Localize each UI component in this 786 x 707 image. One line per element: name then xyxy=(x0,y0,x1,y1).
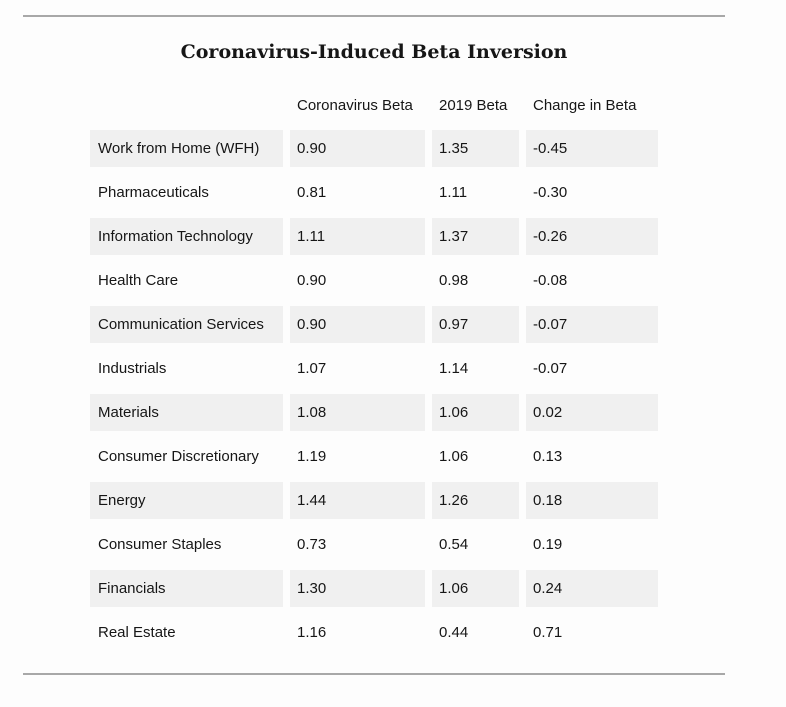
coronavirus-beta-value: 0.73 xyxy=(297,536,327,553)
change-in-beta-value: 0.18 xyxy=(526,482,658,519)
table-row: Information Technology 1.11 1.37 -0.26 xyxy=(90,218,658,255)
change-in-beta-value: -0.08 xyxy=(533,272,568,289)
table-row: Consumer Staples 0.73 0.54 0.19 xyxy=(90,526,658,563)
top-divider xyxy=(23,15,725,17)
beta-2019-value: 1.06 xyxy=(432,394,519,431)
column-header-coronavirus-beta: Coronavirus Beta xyxy=(297,96,413,114)
sector-label: Financials xyxy=(90,570,283,607)
coronavirus-beta-value: 1.44 xyxy=(290,482,425,519)
beta-2019-value: 1.06 xyxy=(432,570,519,607)
table-row: Financials 1.30 1.06 0.24 xyxy=(90,570,658,607)
beta-2019-value: 1.06 xyxy=(439,448,469,465)
beta-2019-value: 0.97 xyxy=(432,306,519,343)
coronavirus-beta-value: 0.90 xyxy=(297,272,327,289)
coronavirus-beta-value: 1.11 xyxy=(290,218,425,255)
sector-label: Materials xyxy=(90,394,283,431)
sector-label: Work from Home (WFH) xyxy=(90,130,283,167)
page-container: Coronavirus-Induced Beta Inversion Coron… xyxy=(23,15,725,675)
column-header-sector xyxy=(90,87,283,123)
beta-2019-value: 1.37 xyxy=(432,218,519,255)
change-in-beta-value: -0.30 xyxy=(533,184,568,201)
change-in-beta-value: 0.19 xyxy=(533,536,563,553)
beta-2019-value: 0.44 xyxy=(439,624,469,641)
table-row: Health Care 0.90 0.98 -0.08 xyxy=(90,262,658,299)
coronavirus-beta-value: 1.07 xyxy=(297,360,327,377)
coronavirus-beta-value: 1.16 xyxy=(297,624,327,641)
sector-label: Real Estate xyxy=(98,624,176,641)
beta-2019-value: 1.26 xyxy=(432,482,519,519)
sector-label: Industrials xyxy=(98,360,167,377)
change-in-beta-value: 0.24 xyxy=(526,570,658,607)
table-row: Consumer Discretionary 1.19 1.06 0.13 xyxy=(90,438,658,475)
coronavirus-beta-value: 1.30 xyxy=(290,570,425,607)
coronavirus-beta-value: 1.19 xyxy=(297,448,327,465)
table-row: Work from Home (WFH) 0.90 1.35 -0.45 xyxy=(90,130,658,167)
beta-table: Coronavirus Beta 2019 Beta Change in Bet… xyxy=(83,80,665,658)
sector-label: Consumer Discretionary xyxy=(98,448,259,465)
column-header-2019-beta: 2019 Beta xyxy=(439,96,508,114)
table-row: Pharmaceuticals 0.81 1.11 -0.30 xyxy=(90,174,658,211)
change-in-beta-value: 0.02 xyxy=(526,394,658,431)
coronavirus-beta-value: 0.81 xyxy=(297,184,327,201)
column-header-change-in-beta: Change in Beta xyxy=(533,96,637,114)
sector-label: Energy xyxy=(90,482,283,519)
coronavirus-beta-value: 0.90 xyxy=(290,306,425,343)
page-title: Coronavirus-Induced Beta Inversion xyxy=(180,41,568,63)
beta-2019-value: 0.54 xyxy=(439,536,469,553)
beta-2019-value: 0.98 xyxy=(439,272,469,289)
table-row: Industrials 1.07 1.14 -0.07 xyxy=(90,350,658,387)
beta-2019-value: 1.35 xyxy=(432,130,519,167)
table-row: Energy 1.44 1.26 0.18 xyxy=(90,482,658,519)
sector-label: Consumer Staples xyxy=(98,536,222,553)
table-header-row: Coronavirus Beta 2019 Beta Change in Bet… xyxy=(90,87,658,123)
beta-2019-value: 1.14 xyxy=(439,360,469,377)
change-in-beta-value: -0.07 xyxy=(533,360,568,377)
bottom-divider xyxy=(23,673,725,675)
coronavirus-beta-value: 1.08 xyxy=(290,394,425,431)
table-row: Real Estate 1.16 0.44 0.71 xyxy=(90,614,658,651)
change-in-beta-value: -0.07 xyxy=(526,306,658,343)
sector-label: Information Technology xyxy=(90,218,283,255)
table-row: Materials 1.08 1.06 0.02 xyxy=(90,394,658,431)
change-in-beta-value: 0.71 xyxy=(533,624,563,641)
change-in-beta-value: -0.45 xyxy=(526,130,658,167)
coronavirus-beta-value: 0.90 xyxy=(290,130,425,167)
beta-2019-value: 1.11 xyxy=(439,184,468,201)
sector-label: Pharmaceuticals xyxy=(98,184,209,201)
sector-label: Communication Services xyxy=(90,306,283,343)
table-row: Communication Services 0.90 0.97 -0.07 xyxy=(90,306,658,343)
sector-label: Health Care xyxy=(98,272,179,289)
change-in-beta-value: 0.13 xyxy=(533,448,563,465)
change-in-beta-value: -0.26 xyxy=(526,218,658,255)
